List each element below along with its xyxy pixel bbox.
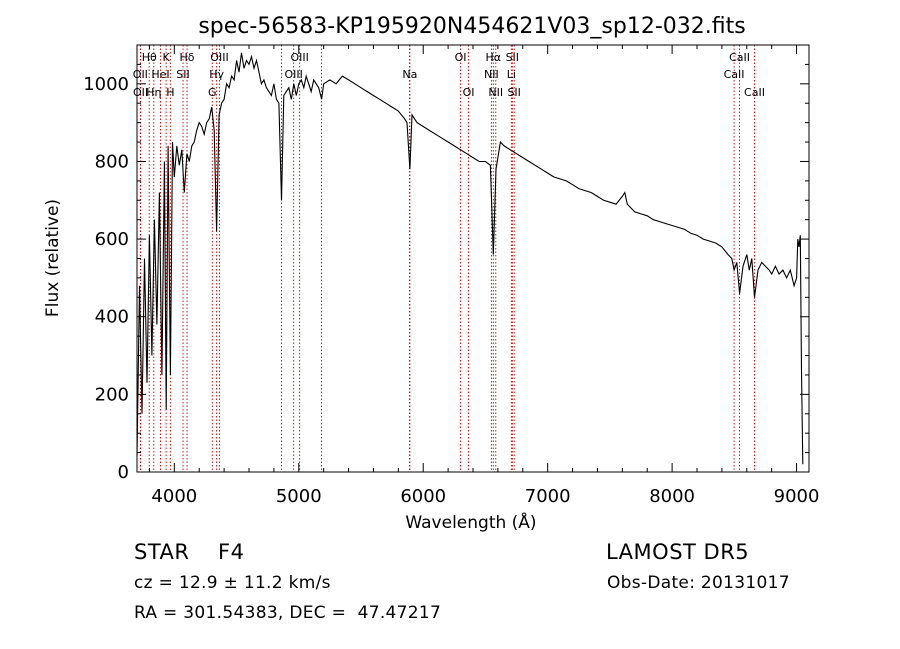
- x-tick-label: 5000: [276, 486, 322, 507]
- y-tick-label: 400: [95, 307, 129, 328]
- y-axis: 0 200 400 600 800 1000: [83, 44, 809, 483]
- y-tick-label: 0: [118, 462, 129, 483]
- line-label: H: [166, 86, 174, 99]
- object-subclass: F4: [218, 540, 245, 564]
- y-tick-label: 600: [95, 229, 129, 250]
- line-label: K: [163, 51, 171, 64]
- line-label: NII: [488, 86, 503, 99]
- line-label: OII: [133, 68, 148, 81]
- obs-date-text: Obs-Date: 20131017: [607, 573, 790, 593]
- line-label: CaII: [724, 68, 745, 81]
- line-label: Li: [507, 68, 516, 81]
- line-label: Hα: [486, 51, 502, 64]
- chart-title: spec-56583-KP195920N454621V03_sp12-032.f…: [198, 14, 745, 39]
- line-label: SII: [506, 51, 519, 64]
- coordinates-text: RA = 301.54383, DEC = 47.47217: [134, 603, 442, 623]
- x-tick-label: 8000: [649, 486, 695, 507]
- line-label: HeI: [151, 68, 169, 81]
- spectral-line-markers: [139, 45, 755, 472]
- line-label: CaII: [729, 51, 750, 64]
- plot-frame: [136, 44, 810, 473]
- x-axis-label: Wavelength (Å): [405, 511, 536, 533]
- line-label: OIII: [210, 51, 228, 64]
- redshift-text: cz = 12.9 ± 11.2 km/s: [134, 573, 331, 593]
- line-label: SII: [176, 68, 189, 81]
- line-label: OI: [455, 51, 467, 64]
- line-label: Hγ: [209, 68, 224, 81]
- line-label: OI: [463, 86, 475, 99]
- y-tick-label: 200: [95, 384, 129, 405]
- y-axis-label: Flux (relative): [43, 199, 63, 317]
- line-label: OIII: [290, 51, 308, 64]
- line-label: CaII: [744, 86, 765, 99]
- x-axis: 4000 5000 6000 7000 8000 9000: [148, 45, 820, 507]
- y-tick-label: 800: [95, 151, 129, 172]
- x-tick-label: 6000: [400, 486, 446, 507]
- line-label: Hη: [146, 86, 161, 99]
- survey-name: LAMOST DR5: [606, 540, 750, 564]
- line-label: G: [208, 86, 217, 99]
- line-label: SII: [507, 86, 520, 99]
- x-tick-label: 4000: [151, 486, 197, 507]
- line-label: Hδ: [180, 51, 195, 64]
- x-tick-label: 9000: [774, 486, 820, 507]
- line-label: OIII: [284, 68, 302, 81]
- line-label: NII: [484, 68, 499, 81]
- x-tick-label: 7000: [525, 486, 571, 507]
- spectrum-line: [136, 52, 804, 465]
- line-label: Na: [402, 68, 417, 81]
- line-label: Hθ: [142, 51, 157, 64]
- object-class: STAR: [134, 540, 190, 564]
- y-tick-label: 1000: [83, 74, 129, 95]
